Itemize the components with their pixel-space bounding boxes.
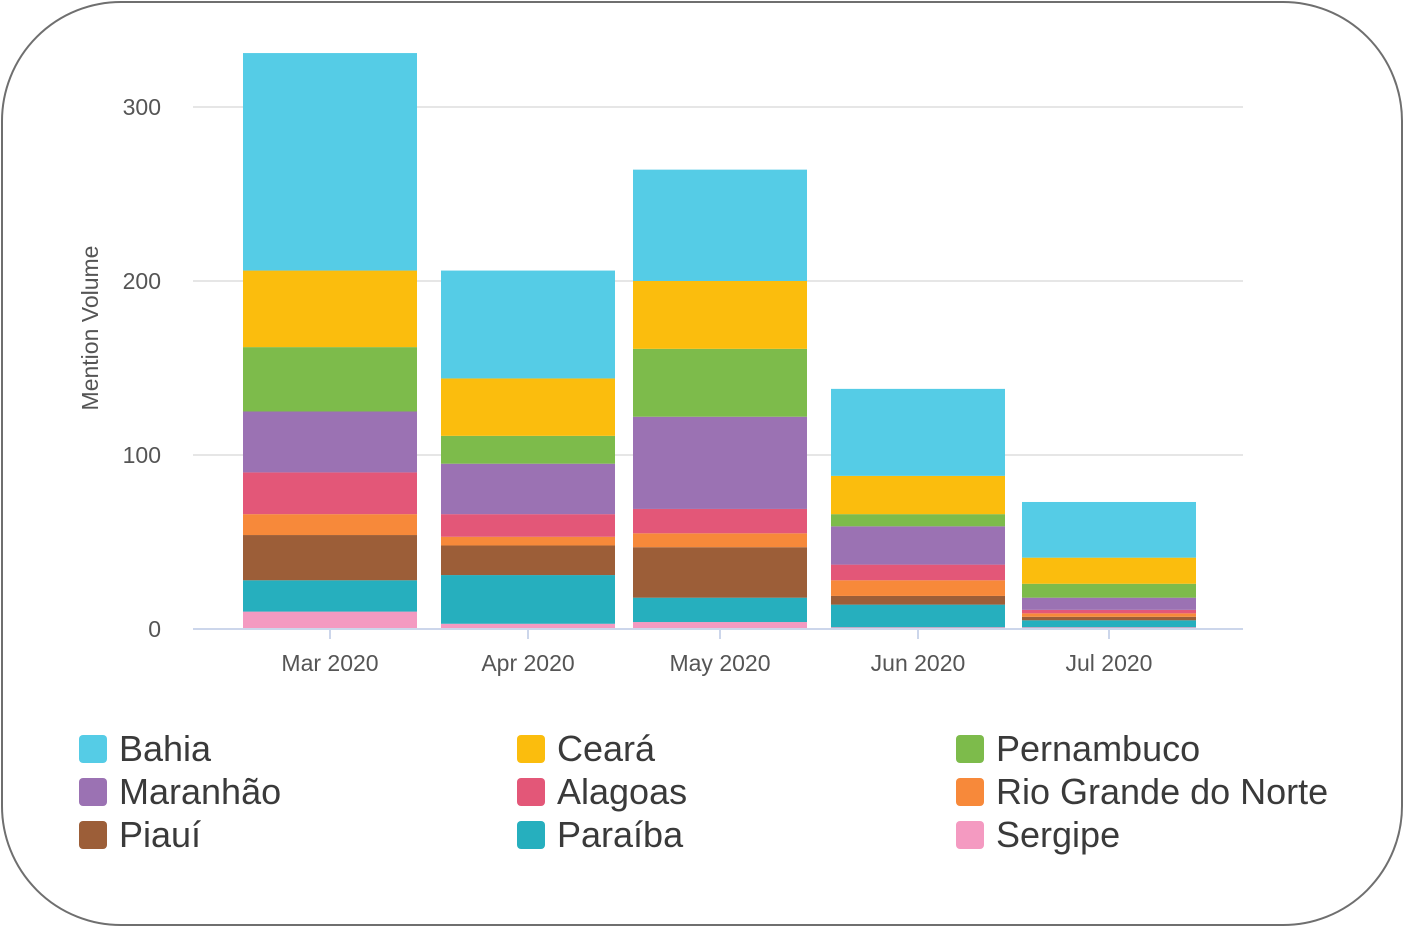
bar-segment[interactable] bbox=[1022, 583, 1196, 598]
bar-segment[interactable] bbox=[633, 281, 807, 349]
y-tick-label: 100 bbox=[123, 442, 161, 468]
x-tick-label: Apr 2020 bbox=[481, 650, 574, 676]
legend-swatch bbox=[956, 821, 984, 849]
x-tick-label: Mar 2020 bbox=[281, 650, 378, 676]
bar-segment[interactable] bbox=[831, 388, 1005, 476]
bar-segment[interactable] bbox=[831, 475, 1005, 515]
legend-item[interactable]: Rio Grande do Norte bbox=[956, 771, 1329, 812]
x-tick-label: May 2020 bbox=[669, 650, 770, 676]
bar-segment[interactable] bbox=[633, 597, 807, 623]
legend-item[interactable]: Maranhão bbox=[79, 771, 282, 812]
bar-segment[interactable] bbox=[633, 416, 807, 509]
stacked-bar-chart: 0 100 200 300 Mar 2020 Apr 2020 May 2020 Jun 20… bbox=[77, 53, 1243, 676]
bar-segment[interactable] bbox=[633, 622, 807, 629]
bar-segment[interactable] bbox=[243, 270, 417, 348]
y-tick-label: 0 bbox=[148, 616, 161, 642]
bar-segment[interactable] bbox=[243, 535, 417, 581]
bar-segment[interactable] bbox=[1022, 597, 1196, 610]
x-tick-label: Jul 2020 bbox=[1066, 650, 1153, 676]
bar-segment[interactable] bbox=[243, 580, 417, 612]
bar-segment[interactable] bbox=[633, 547, 807, 598]
bar-segment[interactable] bbox=[243, 53, 417, 271]
x-tick-label: Jun 2020 bbox=[871, 650, 966, 676]
legend-item[interactable]: Bahia bbox=[79, 728, 212, 769]
legend-label: Sergipe bbox=[996, 814, 1121, 855]
bar-segment[interactable] bbox=[243, 472, 417, 515]
bar-segment[interactable] bbox=[1022, 616, 1196, 621]
legend-label: Alagoas bbox=[557, 771, 688, 812]
legend-item[interactable]: Paraíba bbox=[517, 814, 684, 855]
legend-label: Rio Grande do Norte bbox=[996, 771, 1329, 812]
bar-segment[interactable] bbox=[1022, 501, 1196, 558]
legend-swatch bbox=[956, 735, 984, 763]
bar-segment[interactable] bbox=[441, 270, 615, 379]
bar-segment[interactable] bbox=[441, 545, 615, 576]
bar-segment[interactable] bbox=[243, 347, 417, 412]
legend-swatch bbox=[517, 735, 545, 763]
bar-segment[interactable] bbox=[831, 595, 1005, 605]
legend-label: Piauí bbox=[119, 814, 202, 855]
bar-segment[interactable] bbox=[831, 564, 1005, 581]
y-tick-label: 200 bbox=[123, 268, 161, 294]
bar-segment[interactable] bbox=[441, 623, 615, 629]
bar-segment[interactable] bbox=[633, 508, 807, 534]
bar-segment[interactable] bbox=[831, 514, 1005, 527]
bar-segment[interactable] bbox=[243, 514, 417, 536]
legend-item[interactable]: Alagoas bbox=[517, 771, 688, 812]
bar-segment[interactable] bbox=[441, 463, 615, 515]
legend-swatch bbox=[517, 821, 545, 849]
bar-segment[interactable] bbox=[831, 526, 1005, 565]
legend-swatch bbox=[79, 735, 107, 763]
bar-segment[interactable] bbox=[633, 348, 807, 417]
bar-segment[interactable] bbox=[441, 514, 615, 537]
legend-label: Maranhão bbox=[119, 771, 282, 812]
y-axis-label: Mention Volume bbox=[77, 246, 103, 411]
bar-segment[interactable] bbox=[633, 169, 807, 281]
legend-item[interactable]: Piauí bbox=[79, 814, 202, 855]
bars bbox=[243, 53, 1196, 629]
bar-segment[interactable] bbox=[1022, 609, 1196, 614]
bar-segment[interactable] bbox=[243, 411, 417, 473]
legend-item[interactable]: Sergipe bbox=[956, 814, 1121, 855]
y-tick-label: 300 bbox=[123, 94, 161, 120]
legend-label: Bahia bbox=[119, 728, 212, 769]
bar-segment[interactable] bbox=[633, 533, 807, 548]
legend-swatch bbox=[956, 778, 984, 806]
bar-segment[interactable] bbox=[831, 604, 1005, 628]
axes: 0 100 200 300 Mar 2020 Apr 2020 May 2020 Jun 20… bbox=[123, 94, 1243, 676]
legend-label: Ceará bbox=[557, 728, 656, 769]
bar-segment[interactable] bbox=[1022, 613, 1196, 617]
legend-swatch bbox=[517, 778, 545, 806]
bar-segment[interactable] bbox=[441, 378, 615, 436]
bar-segment[interactable] bbox=[1022, 620, 1196, 628]
bar-segment[interactable] bbox=[441, 575, 615, 624]
legend-item[interactable]: Ceará bbox=[517, 728, 656, 769]
legend-label: Pernambuco bbox=[996, 728, 1201, 769]
legend-swatch bbox=[79, 778, 107, 806]
bar-segment[interactable] bbox=[243, 611, 417, 629]
legend-label: Paraíba bbox=[557, 814, 684, 855]
bar-segment[interactable] bbox=[831, 580, 1005, 596]
legend-item[interactable]: Pernambuco bbox=[956, 728, 1201, 769]
bar-segment[interactable] bbox=[1022, 557, 1196, 584]
bar-segment[interactable] bbox=[441, 435, 615, 464]
bar-segment[interactable] bbox=[441, 536, 615, 546]
legend-swatch bbox=[79, 821, 107, 849]
